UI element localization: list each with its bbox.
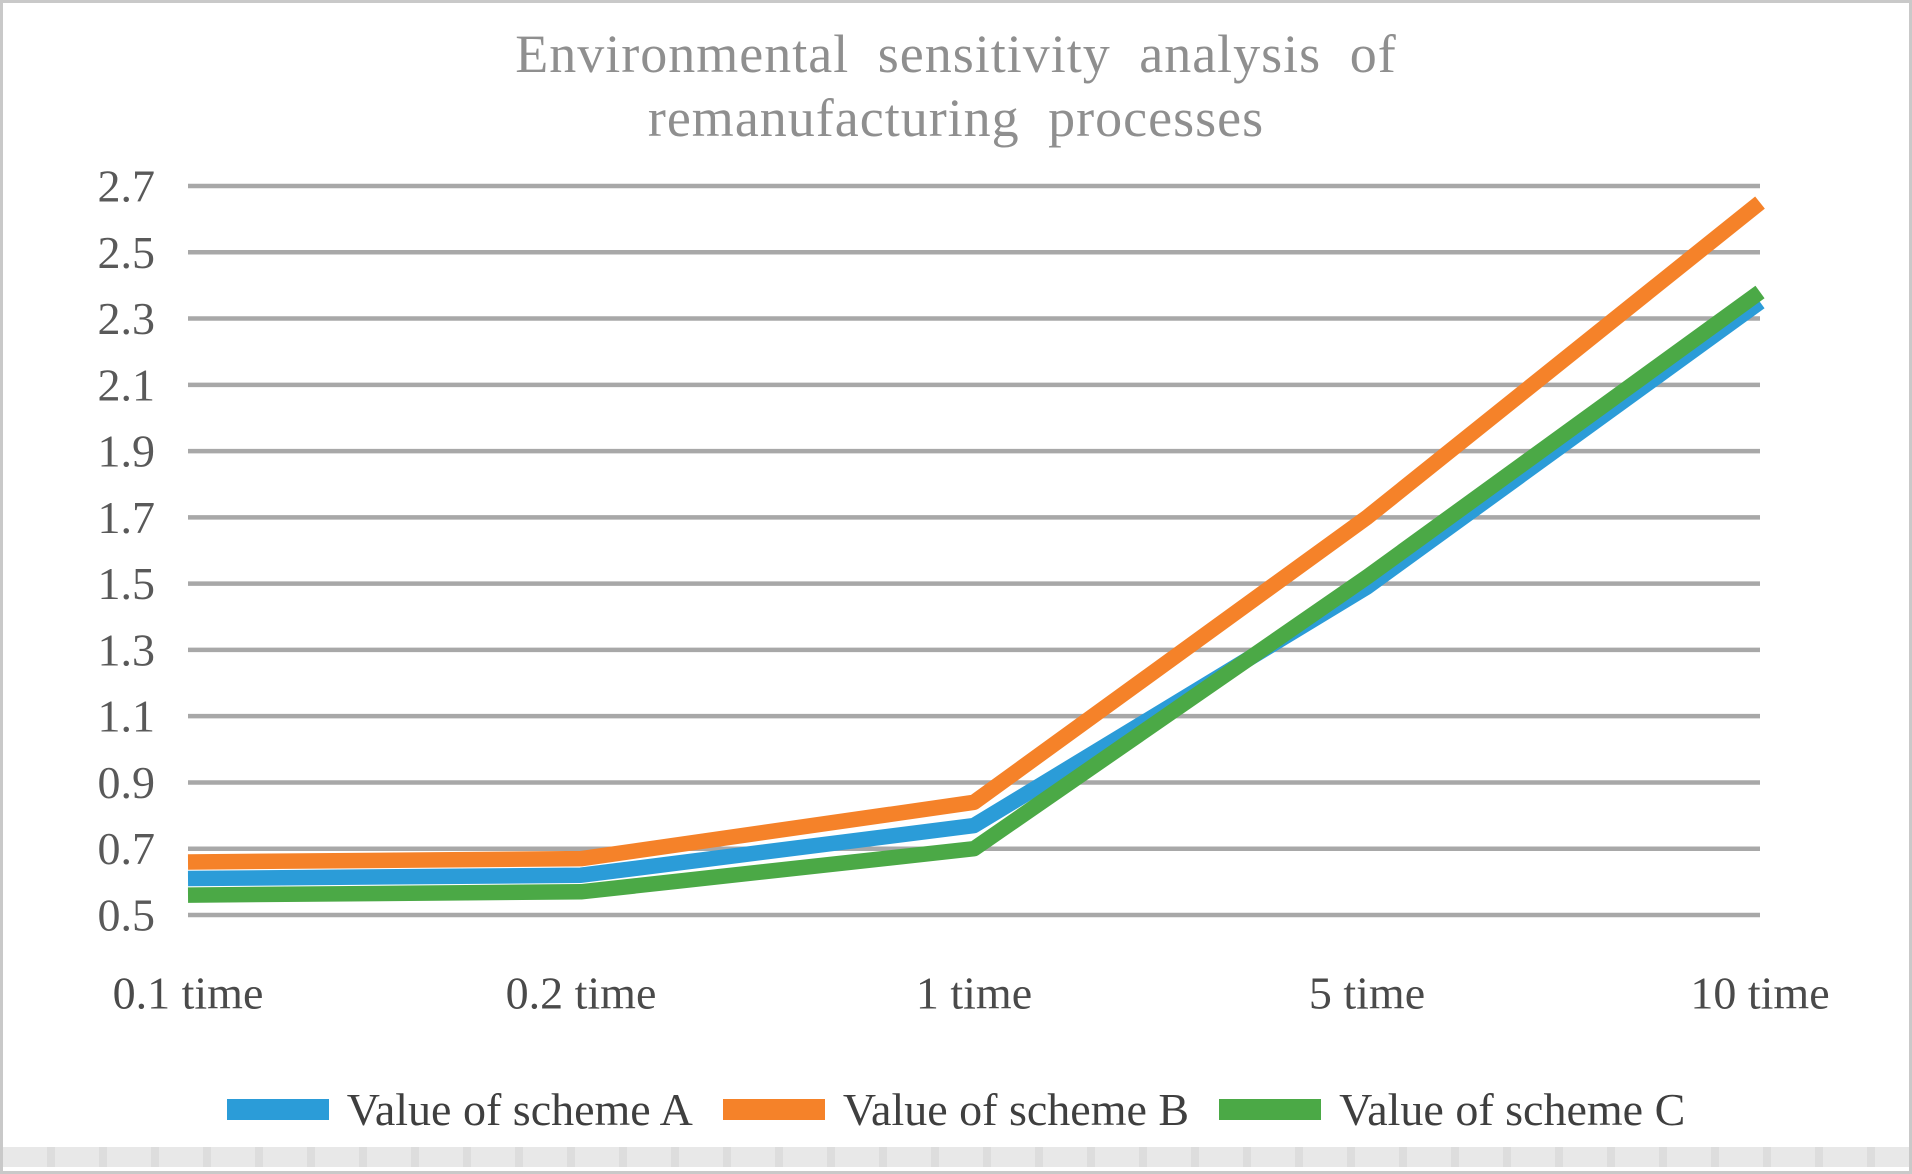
chart-title-line-1: Environmental sensitivity analysis of [515,24,1397,84]
y-tick-label: 0.5 [98,890,156,941]
x-axis-label: 0.1 time [113,968,264,1019]
legend-swatch-scheme-c [1219,1099,1322,1120]
legend-swatch-scheme-b [722,1099,825,1120]
y-tick-label: 1.3 [98,624,156,675]
legend-label-scheme-c: Value of scheme C [1339,1084,1686,1135]
chart-title: Environmental sensitivity analysis of re… [3,23,1909,150]
legend-swatch-scheme-a [226,1099,329,1120]
series-line-a [187,295,1765,887]
legend-label-scheme-a: Value of scheme A [346,1084,693,1135]
legend-item-scheme-b: Value of scheme B [722,1083,1190,1136]
x-axis-label: 5 time [1309,968,1425,1019]
y-tick-label: 2.1 [98,359,156,410]
plot-area: 0.5 0.7 0.9 1.1 1.3 1.5 1.7 1.9 2.1 2.3 2.5 2.7 0.1 … [98,161,1830,1019]
x-axis-label: 10 time [1690,968,1829,1019]
bottom-gray-strip [3,1147,1909,1167]
y-tick-label: 0.9 [98,757,156,808]
y-tick-label: 2.5 [98,227,156,278]
x-axis-label: 1 time [916,968,1032,1019]
y-tick-label: 1.9 [98,426,156,477]
legend: Value of scheme A Value of scheme B Valu… [3,1083,1909,1136]
series-line-b [187,196,1765,870]
y-tick-label: 2.3 [98,293,156,344]
x-axis-label: 0.2 time [506,968,657,1019]
y-tick-label: 1.5 [98,558,156,609]
series-line-c [187,285,1765,903]
y-tick-label: 2.7 [98,161,156,212]
y-tick-label: 1.1 [98,691,156,742]
legend-label-scheme-b: Value of scheme B [842,1084,1190,1135]
y-tick-label: 1.7 [98,492,156,543]
legend-item-scheme-a: Value of scheme A [226,1083,693,1136]
chart-title-line-2: remanufacturing processes [647,87,1265,148]
y-tick-label: 0.7 [98,823,156,874]
legend-item-scheme-c: Value of scheme C [1219,1083,1685,1136]
